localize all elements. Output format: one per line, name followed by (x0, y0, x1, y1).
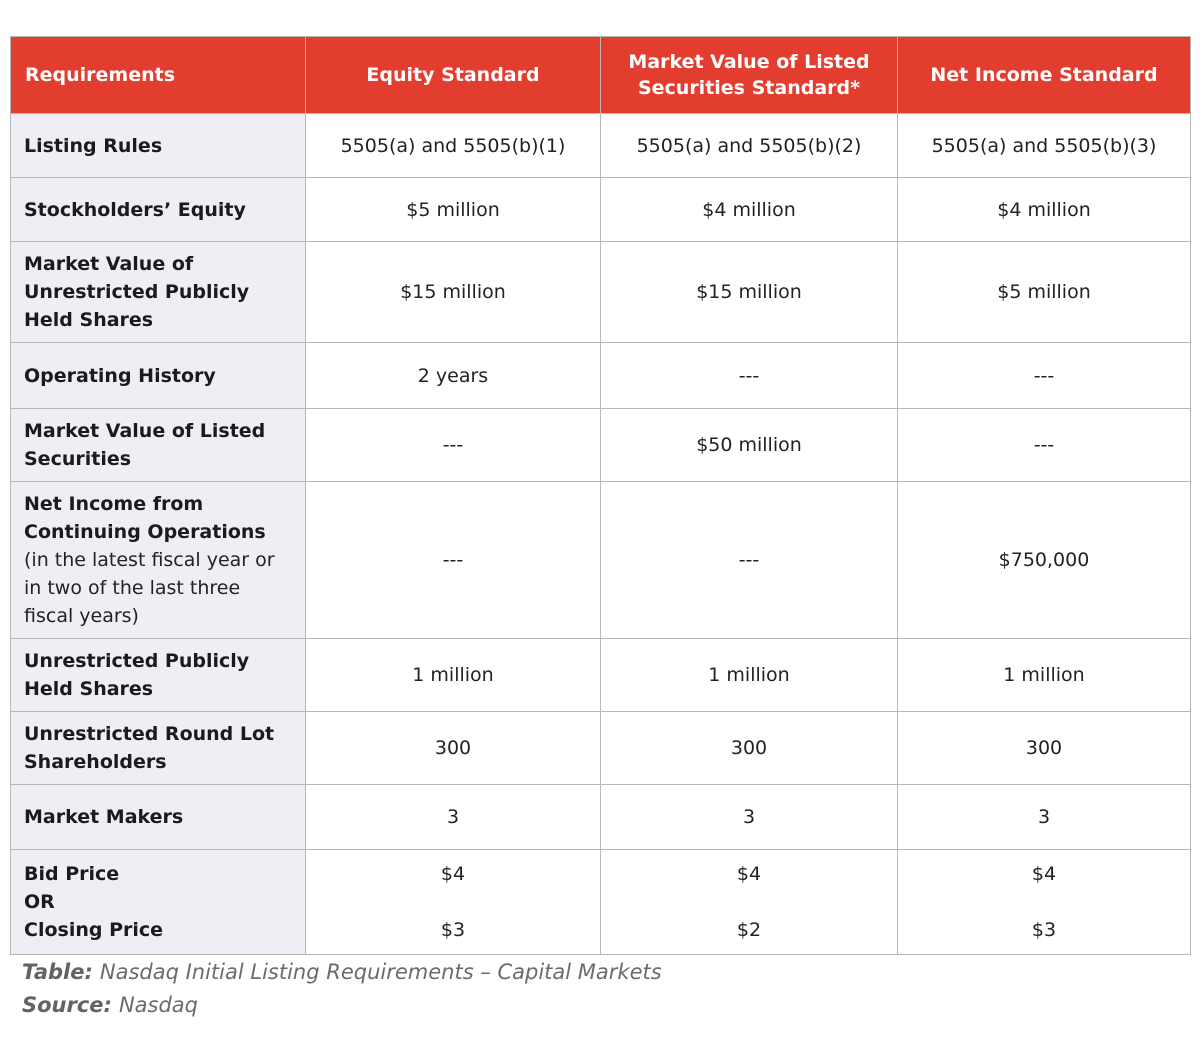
value-cell: 3 (600, 784, 898, 850)
row-label-text: Unrestricted Publicly Held Shares (24, 650, 250, 700)
row-label-text: Operating History (24, 364, 216, 387)
row-label: Market Value of Listed Securities (10, 408, 306, 482)
value-cell: $4 million (897, 177, 1191, 242)
row-label-text: Market Value of Unrestricted Publicly He… (24, 253, 250, 331)
value-cell: $4 million (600, 177, 898, 242)
row-label: Bid Price OR Closing Price (10, 849, 306, 955)
value-cell: --- (305, 408, 601, 482)
value-cell: $15 million (600, 241, 898, 343)
value-cell: 5505(a) and 5505(b)(2) (600, 113, 898, 178)
caption-title-label: Table: (22, 960, 93, 984)
value-cell: $5 million (305, 177, 601, 242)
table-row: Operating History 2 years --- --- (10, 342, 1191, 409)
table-header: Requirements Equity Standard Market Value … (10, 36, 1191, 114)
row-label-text: Net Income from Continuing Operations (24, 493, 266, 543)
nasdaq-listing-requirements-table: Requirements Equity Standard Market Value … (10, 36, 1191, 955)
value-line: $4 (736, 863, 762, 885)
column-header-2: Market Value of Listed Securities Standa… (600, 36, 898, 114)
row-label-text: Listing Rules (24, 134, 163, 157)
table-row: Bid Price OR Closing Price $4 $3 $4 $2 $4 $3 (10, 849, 1191, 955)
value-cell: --- (600, 342, 898, 409)
table-row: Market Value of Listed Securities --- $50 … (10, 408, 1191, 482)
row-label: Unrestricted Publicly Held Shares (10, 638, 306, 712)
row-label-text: Stockholders’ Equity (24, 198, 246, 221)
value-cell: $50 million (600, 408, 898, 482)
value-cell: $750,000 (897, 481, 1191, 639)
value-cell: --- (600, 481, 898, 639)
value-cell: 1 million (600, 638, 898, 712)
row-label-text: Unrestricted Round Lot Shareholders (24, 723, 275, 773)
row-label-line: Closing Price (24, 919, 164, 941)
row-label: Operating History (10, 342, 306, 409)
row-label-text: Market Makers (24, 806, 184, 828)
value-line: $4 (440, 863, 466, 885)
value-cell: $4 $2 (600, 849, 898, 955)
row-label: Listing Rules (10, 113, 306, 178)
table-caption: Table: Nasdaq Initial Listing Requirement… (22, 956, 662, 1022)
column-header-1: Equity Standard (305, 36, 601, 114)
table-row: Unrestricted Publicly Held Shares 1 milli… (10, 638, 1191, 712)
value-cell: --- (897, 408, 1191, 482)
row-label: Market Value of Unrestricted Publicly He… (10, 241, 306, 343)
row-label: Market Makers (10, 784, 306, 850)
value-cell: --- (897, 342, 1191, 409)
row-label-line: OR (24, 891, 55, 913)
value-cell: 300 (897, 711, 1191, 785)
column-header-3: Net Income Standard (897, 36, 1191, 114)
header-row: Requirements Equity Standard Market Value … (10, 36, 1191, 114)
value-cell: 1 million (305, 638, 601, 712)
column-header-0: Requirements (10, 36, 306, 114)
row-label-text: Market Value of Listed Securities (24, 420, 266, 470)
table-body: Listing Rules 5505(a) and 5505(b)(1) 5505(… (10, 113, 1191, 955)
caption-source-text: Nasdaq (118, 993, 199, 1017)
caption-source-label: Source: (22, 993, 112, 1017)
caption-title-line: Table: Nasdaq Initial Listing Requirement… (22, 956, 662, 989)
value-cell: 5505(a) and 5505(b)(3) (897, 113, 1191, 178)
table-row: Listing Rules 5505(a) and 5505(b)(1) 5505(… (10, 113, 1191, 178)
value-cell: 3 (897, 784, 1191, 850)
row-label: Stockholders’ Equity (10, 177, 306, 242)
row-label: Unrestricted Round Lot Shareholders (10, 711, 306, 785)
value-cell: $4 $3 (897, 849, 1191, 955)
value-cell: $5 million (897, 241, 1191, 343)
value-cell: --- (305, 481, 601, 639)
value-line: $3 (1031, 919, 1057, 941)
value-cell: $4 $3 (305, 849, 601, 955)
row-label-line: Bid Price (24, 863, 120, 885)
value-line: $4 (1031, 863, 1057, 885)
value-line: $3 (440, 919, 466, 941)
value-line: $2 (736, 919, 762, 941)
value-cell: 2 years (305, 342, 601, 409)
table-row: Net Income from Continuing Operations (in… (10, 481, 1191, 639)
caption-title-text: Nasdaq Initial Listing Requirements – Ca… (99, 960, 662, 984)
value-cell: 300 (305, 711, 601, 785)
value-cell: 5505(a) and 5505(b)(1) (305, 113, 601, 178)
table-row: Unrestricted Round Lot Shareholders 300 30… (10, 711, 1191, 785)
table-row: Market Makers 3 3 3 (10, 784, 1191, 850)
caption-source-line: Source: Nasdaq (22, 989, 662, 1022)
value-cell: 300 (600, 711, 898, 785)
value-cell: $15 million (305, 241, 601, 343)
table-row: Stockholders’ Equity $5 million $4 million… (10, 177, 1191, 242)
table-row: Market Value of Unrestricted Publicly He… (10, 241, 1191, 343)
row-sublabel-text: (in the latest fiscal year or in two of … (24, 549, 275, 627)
value-cell: 3 (305, 784, 601, 850)
row-label: Net Income from Continuing Operations (in… (10, 481, 306, 639)
value-cell: 1 million (897, 638, 1191, 712)
